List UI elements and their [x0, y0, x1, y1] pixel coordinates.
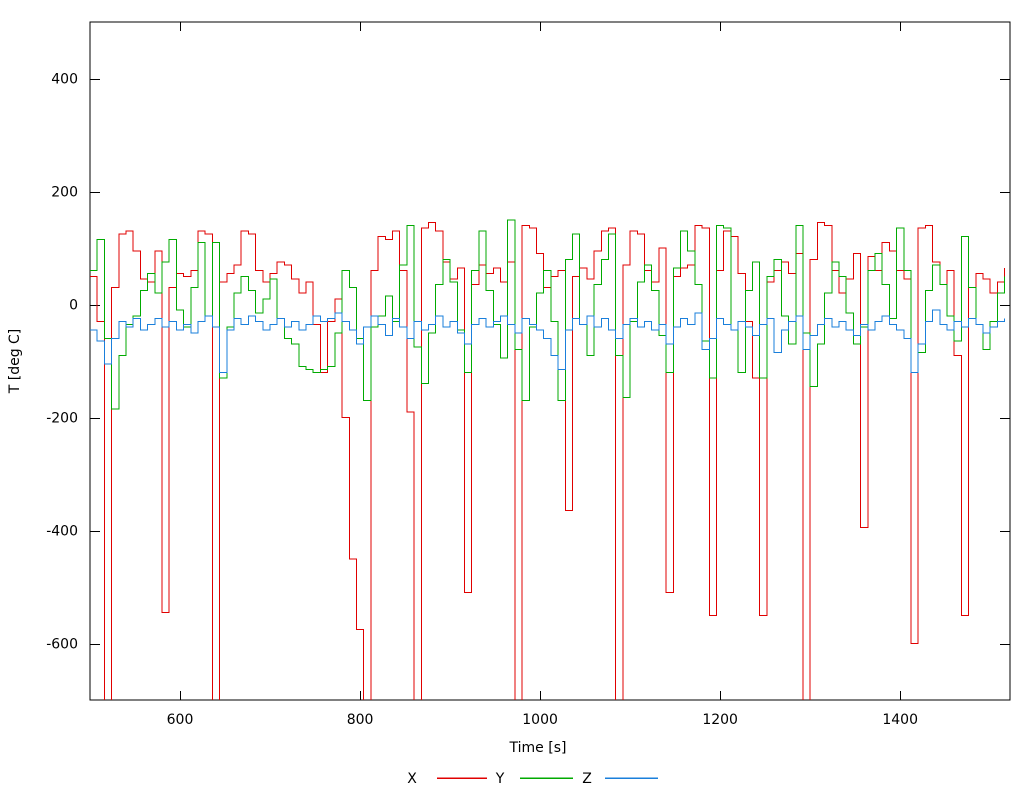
x-tick-label: 1000: [522, 712, 558, 728]
legend-item-z: Z: [582, 771, 658, 787]
axis-ticks: [90, 22, 1010, 700]
y-tick-label: -200: [46, 411, 78, 427]
x-tick-label: 1200: [702, 712, 738, 728]
x-tick-label: 600: [167, 712, 194, 728]
legend-label-x: X: [407, 771, 417, 787]
y-tick-label: 0: [69, 298, 78, 314]
plot-border: [89, 21, 1011, 701]
y-tick-label: -400: [46, 524, 78, 540]
y-tick-label: -600: [46, 637, 78, 653]
x-tick-label: 800: [347, 712, 374, 728]
legend-item-x: X: [407, 771, 487, 787]
legend: X Y Z: [407, 771, 658, 787]
y-tick-label: 400: [51, 72, 78, 88]
x-tick-label: 1400: [882, 712, 918, 728]
series-lines: [90, 219, 1006, 700]
series-line-z: [90, 309, 1006, 373]
y-axis-label: T [deg C]: [7, 329, 23, 395]
y-tick-label: 200: [51, 185, 78, 201]
legend-label-y: Y: [495, 771, 505, 787]
x-axis-label: Time [s]: [509, 740, 567, 756]
axis-tick-labels: 600 800 1000 1200 1400 400 200 0 -200 -400 -600: [46, 72, 918, 729]
legend-label-z: Z: [582, 771, 592, 787]
legend-item-y: Y: [495, 771, 573, 787]
